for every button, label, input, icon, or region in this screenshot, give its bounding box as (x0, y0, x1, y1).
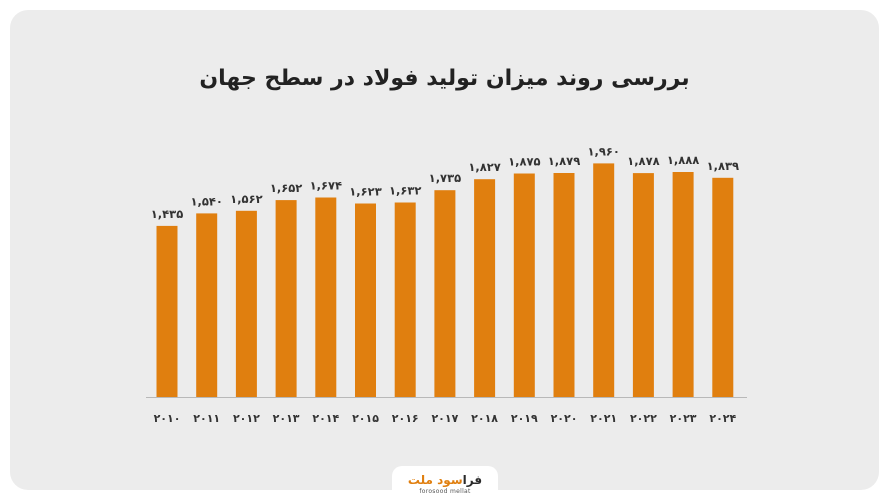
value-label-5: ۱,۶۲۳ (349, 185, 381, 199)
x-tick-label-12: ۲۰۲۲ (630, 412, 657, 425)
bar-14 (712, 177, 734, 397)
value-labels-group: ۱,۴۳۵ ۱,۵۴۰ ۱,۵۶۲ ۱,۶۵۲ ۱,۶۷۴ ۱,۶۲۳ ۱,۶۳۲ ۱,۷۳۵… (151, 144, 739, 221)
x-tick-labels-group: ۲۰۱۰ ۲۰۱۱ ۲۰۱۲ ۲۰۱۳ ۲۰۱۴ ۲۰۱۵ ۲۰۱۶ ۲۰۱۷ ۲۰۱۸ ۲۰۱۹… (154, 412, 737, 425)
x-tick-label-8: ۲۰۱۸ (471, 412, 498, 425)
value-label-2: ۱,۵۶۲ (230, 192, 262, 206)
x-tick-label-7: ۲۰۱۷ (431, 412, 458, 425)
value-label-9: ۱,۸۷۵ (508, 155, 540, 169)
bar-13 (672, 172, 694, 397)
bar-6 (394, 202, 416, 397)
x-tick-label-3: ۲۰۱۳ (273, 412, 300, 425)
bar-0 (156, 225, 178, 397)
bar-9 (513, 173, 535, 397)
x-tick-label-14: ۲۰۲۴ (709, 412, 736, 425)
x-tick-label-6: ۲۰۱۶ (392, 412, 419, 425)
logo-subtitle: forosood mellat (419, 488, 471, 495)
x-tick-label-1: ۲۰۱۱ (193, 412, 220, 425)
bar-4 (315, 197, 337, 397)
x-tick-label-13: ۲۰۲۳ (670, 412, 697, 425)
bar-5 (355, 203, 376, 397)
bar-1 (196, 213, 218, 397)
value-label-0: ۱,۴۳۵ (151, 207, 183, 221)
value-label-12: ۱,۸۷۸ (627, 154, 659, 168)
value-label-13: ۱,۸۸۸ (667, 153, 699, 167)
bar-7 (434, 190, 456, 397)
bars-group (156, 163, 734, 397)
chart-title: بررسی روند میزان تولید فولاد در سطح جهان (199, 66, 690, 91)
value-label-14: ۱,۸۳۹ (707, 159, 739, 173)
logo-wordmark: فراسود ملت (392, 473, 498, 487)
value-label-7: ۱,۷۳۵ (429, 171, 461, 185)
bar-8 (474, 179, 496, 397)
value-label-10: ۱,۸۷۹ (548, 154, 580, 168)
value-label-1: ۱,۵۴۰ (190, 194, 222, 208)
bar-11 (593, 163, 615, 397)
x-tick-label-9: ۲۰۱۹ (511, 412, 538, 425)
brand-logo: فراسود ملت forosood mellat (392, 466, 498, 500)
x-tick-label-10: ۲۰۲۰ (551, 412, 578, 425)
value-label-3: ۱,۶۵۲ (270, 181, 302, 195)
bar-10 (553, 173, 575, 397)
bar-2 (235, 210, 257, 397)
logo-text-dark: فرا (462, 473, 483, 487)
bar-12 (632, 173, 654, 397)
x-tick-label-0: ۲۰۱۰ (154, 412, 181, 425)
x-tick-label-2: ۲۰۱۲ (233, 412, 260, 425)
value-label-6: ۱,۶۳۲ (389, 184, 421, 198)
logo-text-accent: سود ملت (407, 473, 463, 487)
value-label-8: ۱,۸۲۷ (468, 160, 500, 174)
x-tick-label-4: ۲۰۱۴ (312, 412, 339, 425)
x-tick-label-11: ۲۰۲۱ (590, 412, 617, 425)
x-tick-label-5: ۲۰۱۵ (352, 412, 379, 425)
bar-3 (275, 200, 297, 397)
value-label-4: ۱,۶۷۴ (310, 179, 342, 193)
value-label-11: ۱,۹۶۰ (587, 144, 619, 158)
